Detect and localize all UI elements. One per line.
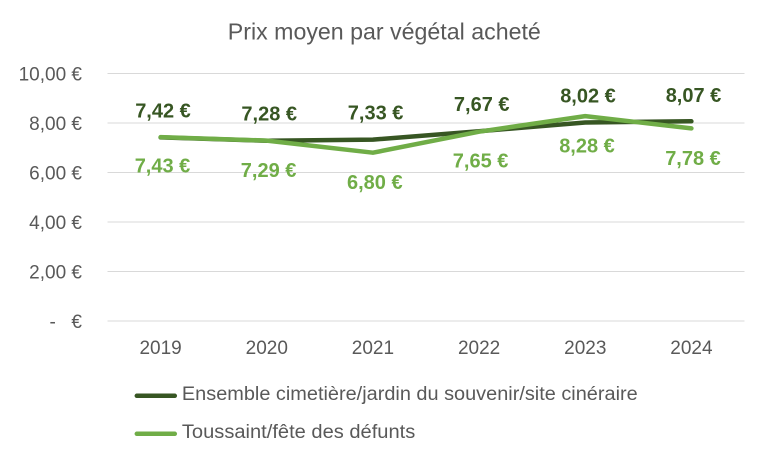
svg-text:8,02 €: 8,02 € — [560, 86, 616, 108]
svg-text:7,43 €: 7,43 € — [135, 156, 191, 178]
svg-text:8,28 €: 8,28 € — [559, 136, 615, 158]
svg-text:7,29 €: 7,29 € — [241, 160, 297, 182]
svg-text:7,42 €: 7,42 € — [135, 100, 191, 122]
svg-text:4,00 €: 4,00 € — [29, 213, 82, 234]
svg-text:Ensemble cimetière/jardin du s: Ensemble cimetière/jardin du souvenir/si… — [182, 384, 638, 405]
svg-text:7,65 €: 7,65 € — [453, 151, 509, 173]
svg-text:2022: 2022 — [458, 338, 500, 359]
svg-text:2024: 2024 — [670, 338, 713, 359]
svg-text:7,78 €: 7,78 € — [665, 148, 721, 170]
svg-text:Toussaint/fête des défunts: Toussaint/fête des défunts — [182, 422, 415, 443]
svg-text:8,00 €: 8,00 € — [29, 114, 82, 135]
svg-text:-: - — [50, 312, 56, 333]
svg-text:€: € — [71, 312, 82, 333]
svg-text:8,07 €: 8,07 € — [666, 85, 722, 107]
svg-text:7,28 €: 7,28 € — [241, 104, 297, 126]
svg-text:6,00 €: 6,00 € — [29, 164, 82, 185]
svg-text:6,80 €: 6,80 € — [347, 172, 403, 194]
svg-text:7,67 €: 7,67 € — [454, 94, 510, 116]
svg-text:2020: 2020 — [246, 338, 288, 359]
svg-text:2023: 2023 — [564, 338, 606, 359]
svg-text:7,33 €: 7,33 € — [348, 103, 404, 125]
svg-text:Prix moyen par végétal acheté: Prix moyen par végétal acheté — [228, 18, 541, 44]
svg-text:2021: 2021 — [352, 338, 394, 359]
svg-text:2,00 €: 2,00 € — [29, 263, 82, 284]
svg-text:10,00 €: 10,00 € — [19, 65, 83, 86]
svg-text:2019: 2019 — [139, 338, 181, 359]
